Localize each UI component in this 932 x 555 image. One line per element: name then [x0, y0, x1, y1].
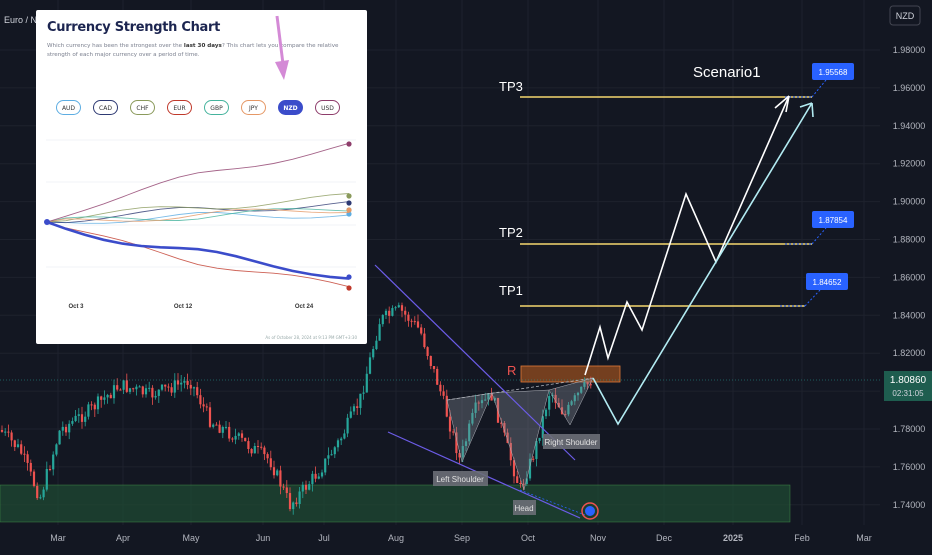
currency-pill-usd[interactable]: USD [315, 100, 340, 115]
time-tick: Jun [256, 533, 271, 543]
time-tick: Oct [521, 533, 536, 543]
price-tick: 1.84000 [893, 310, 926, 320]
svg-text:Left Shoulder: Left Shoulder [436, 475, 484, 484]
time-tick: Mar [50, 533, 66, 543]
price-tick: 1.96000 [893, 83, 926, 93]
svg-text:NZD: NZD [896, 11, 915, 21]
left-shoulder-label: Left Shoulder [433, 471, 488, 486]
inset-chart: Oct 3 Oct 12 Oct 24 [44, 139, 356, 310]
current-price-tag: 1.80860 02:31:05 [884, 371, 932, 401]
resistance-zone [520, 365, 621, 383]
time-axis[interactable]: Mar Apr May Jun Jul Aug Sep Oct Nov Dec 2025 Feb Mar [50, 533, 872, 543]
tp1-label: TP1 [499, 283, 523, 298]
currency-pill-gbp[interactable]: GBP [204, 100, 229, 115]
price-tick: 1.82000 [893, 348, 926, 358]
inset-footer: As of October 28, 2024 at 9:13 PM GMT+3:… [265, 335, 357, 340]
head-shoulders-pattern [446, 377, 594, 491]
svg-text:1.87854: 1.87854 [819, 216, 848, 225]
time-tick: Jul [318, 533, 330, 543]
currency-pill-jpy[interactable]: JPY [241, 100, 266, 115]
price-tick: 1.88000 [893, 235, 926, 245]
time-tick: Dec [656, 533, 673, 543]
time-tick: Feb [794, 533, 810, 543]
right-shoulder-label: Right Shoulder [543, 434, 600, 449]
tp3-price-tag[interactable]: 1.95568 [812, 63, 854, 80]
time-tick: Sep [454, 533, 470, 543]
event-icon[interactable] [581, 502, 599, 520]
svg-text:1.80860: 1.80860 [890, 375, 927, 386]
svg-text:02:31:05: 02:31:05 [892, 389, 924, 398]
symbol-title: Euro / N [4, 15, 37, 25]
price-tick: 1.94000 [893, 121, 926, 131]
price-tick: 1.92000 [893, 159, 926, 169]
price-tick: 1.76000 [893, 462, 926, 472]
time-tick: Aug [388, 533, 404, 543]
inset-date: Oct 24 [295, 304, 314, 310]
svg-text:1.95568: 1.95568 [819, 68, 848, 77]
time-tick: May [182, 533, 200, 543]
time-tick: Mar [856, 533, 872, 543]
tp2-label: TP2 [499, 225, 523, 240]
svg-text:1.84652: 1.84652 [813, 278, 842, 287]
scenario-path-cyan [592, 102, 813, 426]
svg-text:Head: Head [514, 504, 533, 513]
inset-date: Oct 3 [68, 304, 84, 310]
currency-selector: AUD CAD CHF EUR GBP JPY NZD USD [56, 100, 356, 118]
candles [0, 302, 592, 515]
support-zone [0, 484, 791, 523]
inset-title: Currency Strength Chart [47, 20, 221, 35]
price-tick: 1.78000 [893, 424, 926, 434]
currency-badge[interactable]: NZD [889, 5, 921, 26]
inset-date: Oct 12 [174, 304, 193, 310]
currency-pill-eur[interactable]: EUR [167, 100, 192, 115]
arrow-annotation [275, 15, 289, 80]
time-tick: Apr [116, 533, 130, 543]
upper-trendline [374, 264, 576, 461]
tp2-price-tag[interactable]: 1.87854 [812, 211, 854, 228]
price-tick: 1.90000 [893, 197, 926, 207]
resistance-label: R [507, 363, 516, 378]
time-tick: Nov [590, 533, 607, 543]
currency-pill-aud[interactable]: AUD [56, 100, 81, 115]
scenario-label: Scenario1 [693, 64, 761, 81]
currency-strength-panel: Currency Strength Chart Which currency h… [36, 10, 367, 344]
price-tick: 1.98000 [893, 45, 926, 55]
currency-pill-nzd[interactable]: NZD [278, 100, 303, 115]
svg-text:Right Shoulder: Right Shoulder [545, 438, 598, 447]
tp3-label: TP3 [499, 79, 523, 94]
price-tick: 1.86000 [893, 272, 926, 282]
head-label: Head [513, 500, 536, 515]
currency-pill-cad[interactable]: CAD [93, 100, 118, 115]
price-axis[interactable]: 1.98000 1.96000 1.94000 1.92000 1.90000 1.880… [893, 45, 926, 510]
scenario-path-white [584, 95, 790, 376]
currency-pill-chf[interactable]: CHF [130, 100, 155, 115]
price-tick: 1.74000 [893, 500, 926, 510]
tp1-price-tag[interactable]: 1.84652 [806, 273, 848, 290]
time-tick: 2025 [723, 533, 743, 543]
